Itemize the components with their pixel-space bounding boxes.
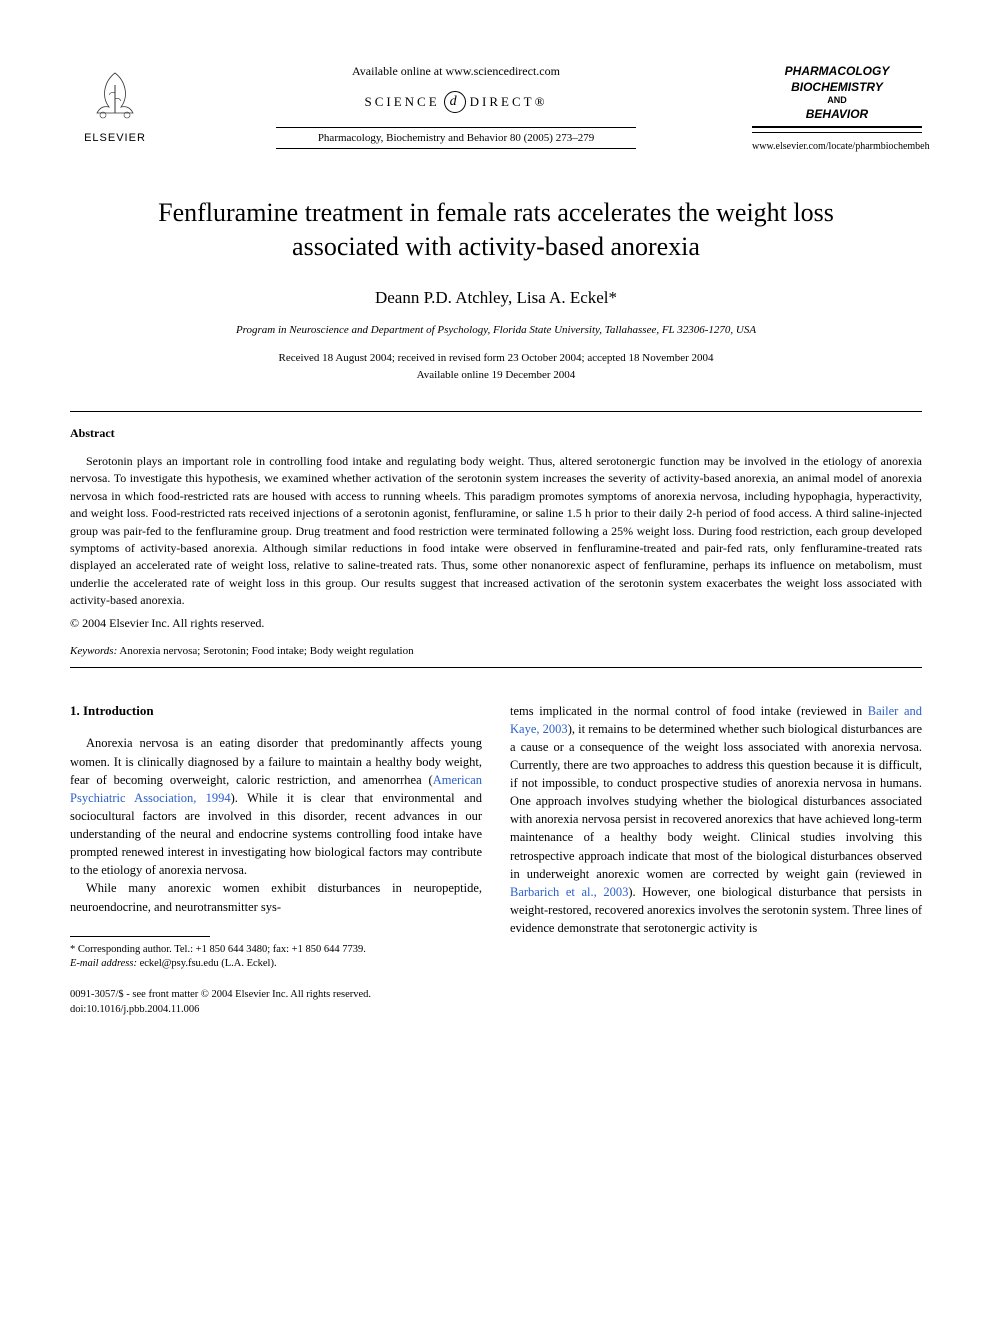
footer-line2: doi:10.1016/j.pbb.2004.11.006	[70, 1003, 482, 1018]
science-direct-logo: SCIENCE d DIRECT®	[365, 91, 548, 113]
header-rule	[276, 127, 636, 128]
ref-link-barbarich[interactable]: Barbarich et al., 2003	[510, 885, 628, 899]
elsevier-label: ELSEVIER	[84, 132, 146, 144]
right-column: tems implicated in the normal control of…	[510, 702, 922, 1018]
journal-line2: BIOCHEMISTRY	[752, 80, 922, 96]
keywords-line: Keywords: Anorexia nervosa; Serotonin; F…	[70, 645, 922, 657]
corresponding-author: * Corresponding author. Tel.: +1 850 644…	[70, 943, 482, 958]
rp1-a: tems implicated in the normal control of…	[510, 704, 868, 718]
header-rule-bottom	[276, 148, 636, 149]
keywords-label: Keywords:	[70, 645, 117, 657]
publisher-logo-block: ELSEVIER	[70, 60, 160, 144]
available-online-text: Available online at www.sciencedirect.co…	[160, 64, 752, 79]
citation-line: Pharmacology, Biochemistry and Behavior …	[160, 132, 752, 144]
article-dates: Received 18 August 2004; received in rev…	[70, 350, 922, 383]
sciencedirect-circle-icon: d	[444, 91, 466, 113]
abstract-rule-bottom	[70, 667, 922, 668]
footer-info: 0091-3057/$ - see front matter © 2004 El…	[70, 988, 482, 1017]
intro-para-2: While many anorexic women exhibit distur…	[70, 879, 482, 915]
journal-name: PHARMACOLOGY BIOCHEMISTRY AND BEHAVIOR	[752, 64, 922, 122]
journal-line3: BEHAVIOR	[752, 107, 922, 123]
intro-para-1: Anorexia nervosa is an eating disorder t…	[70, 734, 482, 879]
header-row: ELSEVIER Available online at www.science…	[70, 60, 922, 152]
dates-line2: Available online 19 December 2004	[70, 367, 922, 384]
footnote-block: * Corresponding author. Tel.: +1 850 644…	[70, 943, 482, 972]
science-text-right: DIRECT®	[470, 94, 548, 110]
copyright-line: © 2004 Elsevier Inc. All rights reserved…	[70, 616, 922, 631]
footer-line1: 0091-3057/$ - see front matter © 2004 El…	[70, 988, 482, 1003]
p1-text-a: Anorexia nervosa is an eating disorder t…	[70, 736, 482, 786]
journal-header-block: PHARMACOLOGY BIOCHEMISTRY AND BEHAVIOR w…	[752, 60, 922, 152]
dates-line1: Received 18 August 2004; received in rev…	[70, 350, 922, 367]
footnote-separator	[70, 936, 210, 937]
left-column: 1. Introduction Anorexia nervosa is an e…	[70, 702, 482, 1018]
email-value: eckel@psy.fsu.edu (L.A. Eckel).	[137, 958, 277, 969]
center-header: Available online at www.sciencedirect.co…	[160, 60, 752, 149]
elsevier-tree-icon	[80, 60, 150, 130]
intro-para-2-continued: tems implicated in the normal control of…	[510, 702, 922, 938]
journal-underline	[752, 126, 922, 128]
section-heading: 1. Introduction	[70, 702, 482, 721]
rp1-b: ), it remains to be determined whether s…	[510, 722, 922, 881]
body-columns: 1. Introduction Anorexia nervosa is an e…	[70, 702, 922, 1018]
keywords-text: Anorexia nervosa; Serotonin; Food intake…	[117, 645, 413, 657]
journal-and: AND	[752, 95, 922, 107]
journal-url: www.elsevier.com/locate/pharmbiochembeh	[752, 141, 922, 152]
science-text-left: SCIENCE	[365, 94, 440, 110]
affiliation: Program in Neuroscience and Department o…	[70, 324, 922, 336]
journal-underline-thin	[752, 132, 922, 133]
journal-line1: PHARMACOLOGY	[752, 64, 922, 80]
abstract-rule-top	[70, 411, 922, 412]
email-line: E-mail address: eckel@psy.fsu.edu (L.A. …	[70, 957, 482, 972]
abstract-text: Serotonin plays an important role in con…	[70, 453, 922, 610]
email-label: E-mail address:	[70, 958, 137, 969]
authors: Deann P.D. Atchley, Lisa A. Eckel*	[70, 288, 922, 308]
abstract-heading: Abstract	[70, 426, 922, 441]
article-title: Fenfluramine treatment in female rats ac…	[110, 196, 882, 264]
